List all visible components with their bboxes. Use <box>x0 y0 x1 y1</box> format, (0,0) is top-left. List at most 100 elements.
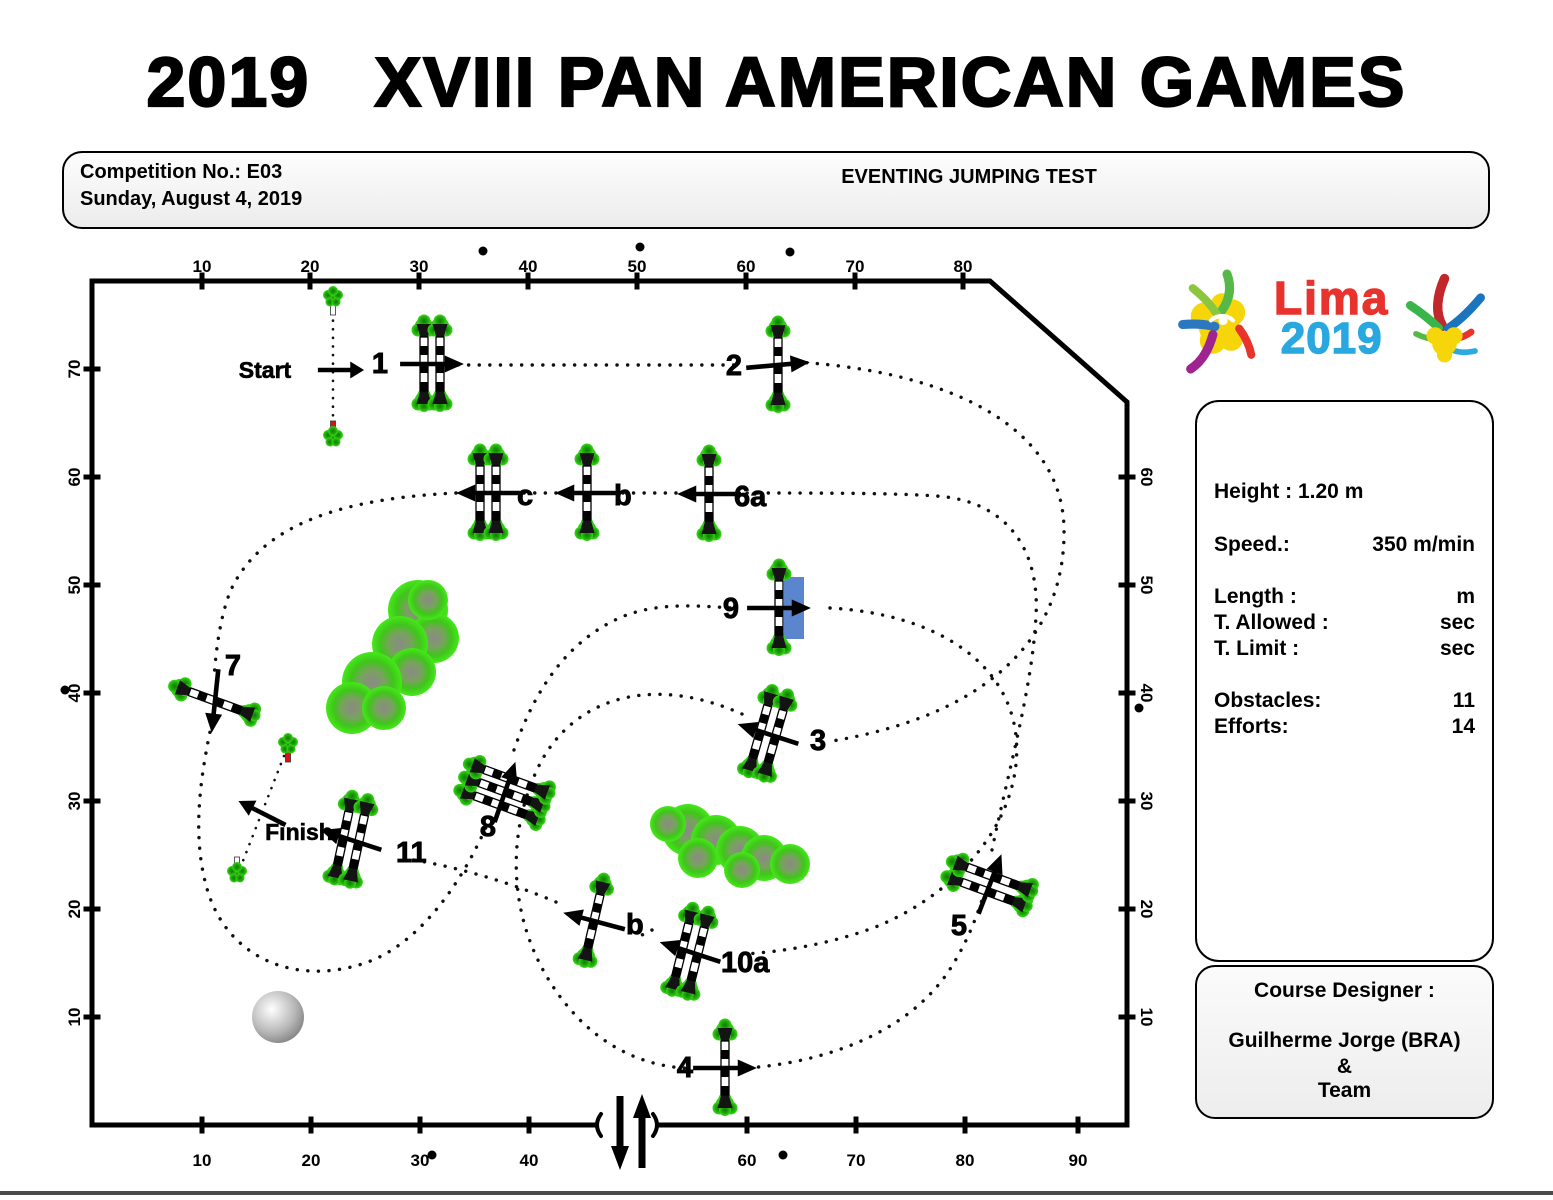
obstacle-label: c <box>517 480 533 512</box>
axis-tick-label: 60 <box>65 468 84 487</box>
course-track-dotted-path <box>794 360 1066 744</box>
axis-tick-label: 70 <box>846 257 865 276</box>
info-row-time-allowed: T. Allowed : sec <box>1214 611 1475 634</box>
tree-cluster <box>326 580 459 734</box>
axis-tick-label: 50 <box>1137 576 1156 595</box>
axis-tick <box>83 906 101 912</box>
axis-tick-label: 60 <box>738 1151 757 1170</box>
axis-tick <box>83 366 101 372</box>
direction-arrow <box>677 485 741 503</box>
axis-tick-label: 20 <box>1137 900 1156 919</box>
axis-tick-label: 10 <box>193 257 212 276</box>
axis-tick <box>417 1116 423 1134</box>
axis-tick <box>83 690 101 696</box>
axis-tick <box>962 1116 968 1134</box>
finish-label: Finish <box>265 819 333 845</box>
obstacle-label: 5 <box>951 910 967 942</box>
direction-arrow <box>976 854 1003 915</box>
axis-tick <box>416 272 422 290</box>
axis-tick <box>1118 690 1136 696</box>
course-info-box: Height : 1.20 m Speed.: 350 m/min Length … <box>1195 400 1494 962</box>
obstacle-label: 7 <box>225 650 241 682</box>
lima-logo-mascot-emblem <box>1406 273 1486 363</box>
axis-tick <box>308 1116 314 1134</box>
obstacle-1 <box>411 314 453 412</box>
course-flag <box>278 733 298 763</box>
reference-dot <box>1134 703 1144 713</box>
obstacle-label: 6a <box>734 481 767 513</box>
obstacle-label: 1 <box>372 348 388 380</box>
axis-tick-label: 60 <box>737 257 756 276</box>
gate-bracket <box>595 1112 603 1138</box>
direction-arrow <box>492 761 518 823</box>
sphere-ornament <box>252 991 304 1043</box>
designer-heading: Course Designer : <box>1254 979 1435 1002</box>
course-track-dotted-path <box>746 898 984 1070</box>
direction-arrow <box>747 599 811 617</box>
axis-tick <box>1118 582 1136 588</box>
direction-arrow <box>456 484 520 502</box>
axis-tick-label: 30 <box>65 792 84 811</box>
start-label: Start <box>239 357 292 383</box>
axis-tick <box>852 272 858 290</box>
axis-tick <box>1075 1116 1081 1134</box>
axis-tick <box>634 272 640 290</box>
designer-team: Team <box>1317 1079 1372 1102</box>
direction-arrow <box>205 669 223 733</box>
axis-tick <box>743 272 749 290</box>
axis-tick-label: 10 <box>65 1008 84 1027</box>
logo-word-lima: Lima <box>1273 272 1390 324</box>
info-row-efforts: Efforts: 14 <box>1214 715 1475 738</box>
info-row-obstacles: Obstacles: 11 <box>1214 689 1475 712</box>
axis-tick-label: 40 <box>65 684 84 703</box>
header-box: Competition No.: E03 Sunday, August 4, 2… <box>62 151 1490 229</box>
axis-tick-label: 40 <box>1137 684 1156 703</box>
info-row-height: Height : 1.20 m <box>1214 480 1364 503</box>
course-track-dotted-path <box>212 491 458 680</box>
direction-arrow <box>563 909 626 932</box>
competition-number: Competition No.: E03 <box>80 161 283 183</box>
event-title: EVENTING JUMPING TEST <box>841 166 1097 188</box>
axis-tick <box>83 582 101 588</box>
direction-arrow <box>737 721 800 747</box>
axis-tick-label: 50 <box>628 257 647 276</box>
axis-tick <box>83 1014 101 1020</box>
axis-tick-label: 80 <box>954 257 973 276</box>
info-row-length: Length :m <box>1214 585 1475 608</box>
axis-tick <box>1118 474 1136 480</box>
course-flag <box>227 856 247 883</box>
tree-cluster <box>650 804 810 888</box>
direction-arrow <box>238 800 287 828</box>
reference-dot <box>635 242 645 252</box>
direction-arrow <box>746 355 810 373</box>
lima-2019-logo: Lima 2019 <box>1176 266 1496 376</box>
axis-tick-label: 70 <box>847 1151 866 1170</box>
page-bottom-rule <box>0 1191 1553 1195</box>
axis-tick <box>199 1116 205 1134</box>
obstacle-label: 8 <box>480 811 496 843</box>
info-row-time-limit: T. Limit : sec <box>1214 637 1475 660</box>
axis-tick <box>853 1116 859 1134</box>
axis-tick <box>199 272 205 290</box>
axis-tick <box>526 1116 532 1134</box>
direction-arrow <box>693 1059 757 1077</box>
axis-tick-label: 40 <box>520 1151 539 1170</box>
course-track-dotted-path <box>412 858 558 904</box>
logo-word-2019: 2019 <box>1280 314 1383 363</box>
course-track-dotted-path <box>742 606 1019 956</box>
axis-tick <box>744 1116 750 1134</box>
axis-tick <box>525 272 531 290</box>
obstacle-5 <box>940 852 1039 918</box>
direction-arrow <box>320 827 383 853</box>
axis-tick-label: 40 <box>519 257 538 276</box>
axis-tick-label: 50 <box>65 576 84 595</box>
reference-dot <box>778 1150 788 1160</box>
obstacle-label: 11 <box>396 837 427 869</box>
axis-tick-label: 20 <box>301 257 320 276</box>
obstacle-label: 10a <box>721 947 770 979</box>
axis-tick-label: 70 <box>65 360 84 379</box>
info-row-speed: Speed.: 350 m/min <box>1214 533 1475 556</box>
obstacle-label: b <box>614 480 632 512</box>
course-designer-box: Course Designer : Guilherme Jorge (BRA) … <box>1195 965 1494 1119</box>
